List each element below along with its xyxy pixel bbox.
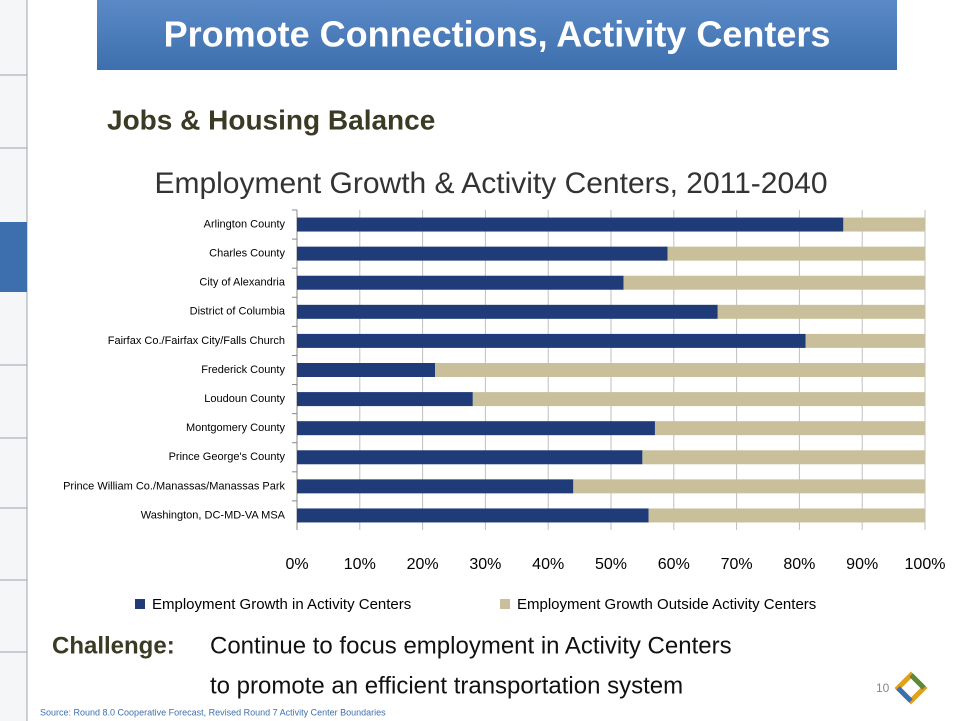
bar	[297, 333, 806, 348]
bar	[654, 421, 925, 436]
challenge-text: Continue to focus employment in Activity…	[210, 632, 732, 659]
x-tick-label: 70%	[721, 556, 753, 573]
logo	[894, 671, 928, 705]
legend-label: Employment Growth Outside Activity Cente…	[517, 596, 816, 613]
slide-title: Promote Connections, Activity Centers	[164, 14, 831, 55]
bar	[297, 363, 436, 377]
y-tick-label: District of Columbia	[190, 306, 286, 318]
y-tick-label: Frederick County	[201, 364, 285, 376]
bar	[297, 392, 473, 407]
bar	[805, 333, 925, 348]
x-tick-label: 90%	[846, 556, 878, 573]
x-tick-label: 40%	[532, 556, 564, 573]
page-number: 10	[876, 681, 890, 695]
x-tick-label: 80%	[783, 556, 815, 573]
x-tick-label: 30%	[469, 556, 501, 573]
bar	[648, 508, 925, 523]
x-tick-label: 10%	[344, 556, 376, 573]
challenge-label: Challenge:	[52, 632, 175, 659]
side-strip	[0, 0, 27, 721]
bar	[297, 246, 668, 261]
bar	[573, 479, 925, 494]
bar	[297, 217, 844, 232]
title-banner	[97, 0, 897, 70]
x-tick-label: 0%	[285, 556, 308, 573]
bar	[297, 275, 624, 290]
x-tick-label: 20%	[407, 556, 439, 573]
x-tick-label: 50%	[595, 556, 627, 573]
bar	[297, 450, 643, 465]
legend-swatch	[135, 599, 145, 609]
bar	[717, 304, 925, 319]
bar	[667, 246, 925, 261]
bar	[297, 479, 574, 494]
x-tick-label: 100%	[905, 556, 946, 573]
bar	[297, 304, 718, 319]
y-tick-label: Prince William Co./Manassas/Manassas Par…	[63, 480, 285, 492]
bar	[472, 392, 925, 407]
active-tab	[0, 222, 27, 292]
bar	[297, 421, 655, 436]
section-title: Jobs & Housing Balance	[107, 104, 435, 135]
y-tick-label: Arlington County	[204, 218, 286, 230]
bar	[297, 508, 649, 523]
y-tick-label: Loudoun County	[204, 393, 285, 405]
challenge-text: to promote an efficient transportation s…	[210, 672, 683, 699]
source-note: Source: Round 8.0 Cooperative Forecast, …	[40, 707, 386, 717]
legend-swatch	[500, 599, 510, 609]
y-tick-label: Washington, DC-MD-VA MSA	[141, 509, 286, 521]
bar	[435, 363, 925, 377]
bar	[623, 275, 925, 290]
x-tick-label: 60%	[658, 556, 690, 573]
y-tick-label: Fairfax Co./Fairfax City/Falls Church	[108, 335, 285, 347]
bar	[843, 217, 925, 232]
y-tick-label: Charles County	[209, 248, 285, 260]
y-tick-label: Montgomery County	[186, 422, 286, 434]
y-tick-label: Prince George's County	[169, 451, 286, 463]
side-tabs	[0, 74, 27, 653]
bar	[642, 450, 925, 465]
chart-title: Employment Growth & Activity Centers, 20…	[154, 167, 827, 200]
legend-label: Employment Growth in Activity Centers	[152, 596, 411, 613]
y-tick-label: City of Alexandria	[199, 277, 285, 289]
